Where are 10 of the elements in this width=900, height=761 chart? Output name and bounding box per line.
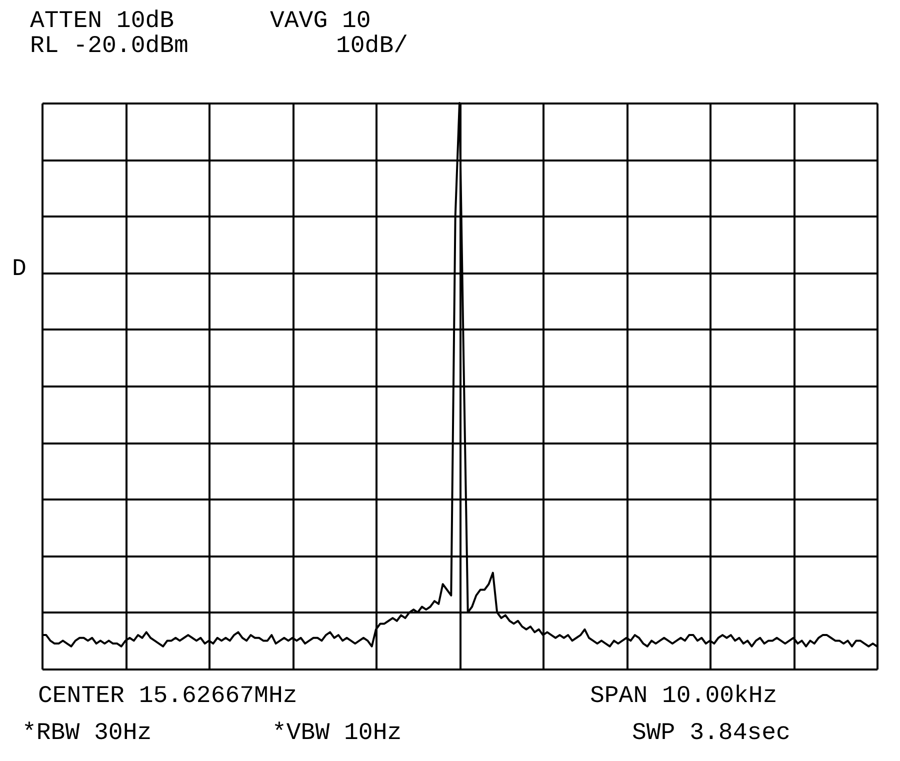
- text: 10dB/: [336, 33, 408, 60]
- text: D: [12, 256, 26, 283]
- text: CENTER 15.62667MHz: [38, 683, 298, 710]
- text: VAVG 10: [270, 8, 371, 35]
- text: RL -20.0dBm: [30, 33, 188, 60]
- text: SWP 3.84sec: [632, 720, 790, 747]
- text: *RBW 30Hz: [22, 720, 152, 747]
- text: ATTEN 10dB: [30, 8, 174, 35]
- text: *VBW 10Hz: [272, 720, 402, 747]
- text: SPAN 10.00kHz: [590, 683, 778, 710]
